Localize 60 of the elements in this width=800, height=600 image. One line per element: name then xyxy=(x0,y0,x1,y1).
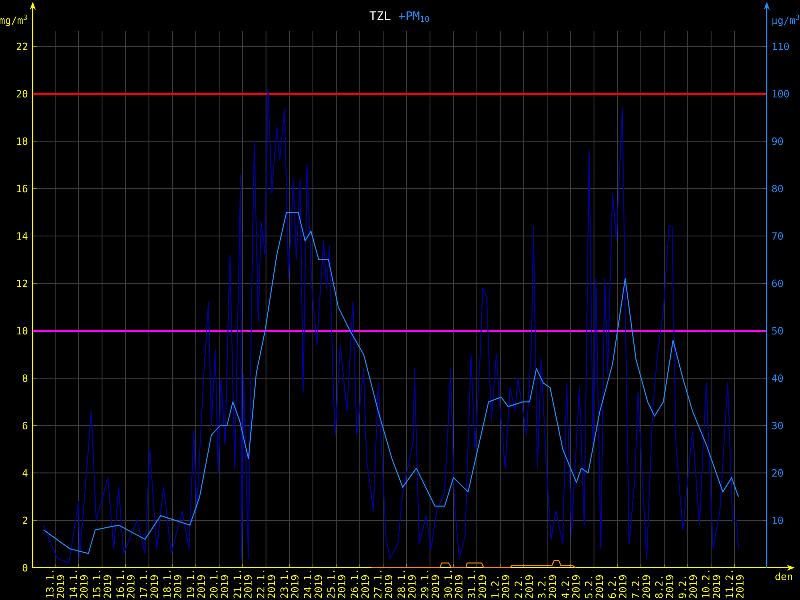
y-tick-label: 0 xyxy=(22,564,28,572)
x-tick-label: 27.1. 2019 xyxy=(374,571,393,598)
y-tick-label: 4 xyxy=(22,470,28,477)
y-tick-label: 18 xyxy=(17,138,28,146)
y2-tick-label: 110 xyxy=(772,42,790,50)
x-tick-label: 20.1. 2019 xyxy=(210,571,229,598)
text: +PM$_{10}$ xyxy=(398,12,430,22)
x-tick-label: 2.2. 2019 xyxy=(514,576,534,598)
y2-tick-label: 80 xyxy=(772,185,784,193)
y2-tick-label: 10 xyxy=(772,516,784,524)
y2-tick-label: 90 xyxy=(772,138,784,146)
x-tick-label: 28.1. 2019 xyxy=(398,571,416,598)
x-tick-label: 9.2. 2019 xyxy=(678,576,698,598)
y2-tick-label: 30 xyxy=(772,422,784,430)
line-series xyxy=(43,212,740,554)
y-tick-label: 2 xyxy=(23,516,28,524)
x-tick-label: 17.1. 2019 xyxy=(140,571,158,598)
chart-title: TZL xyxy=(370,12,391,20)
y-tick-label: 10 xyxy=(17,327,28,335)
x-tick-label: 11.2. 2019 xyxy=(726,571,744,598)
y-tick-label: 16 xyxy=(17,185,28,193)
x-tick-label: 24.1. 2019 xyxy=(304,571,322,598)
y2-tick-label: 70 xyxy=(772,232,784,240)
y2-axis-title: µg/m$^{3}$ xyxy=(772,14,800,26)
x-tick-label: 3.2. 2019 xyxy=(538,576,557,598)
x-tick-label: 22.1. 2019 xyxy=(257,571,276,598)
x-tick-label: 30.1. 2019 xyxy=(444,571,463,598)
y-tick-label: 6 xyxy=(22,422,28,430)
y-axis-title: mg/m$^{3}$ xyxy=(0,14,28,26)
x-tick-label: 10.2. 2019 xyxy=(702,571,720,598)
y2-tick-label: 60 xyxy=(772,280,784,288)
y2-tick-label: 50 xyxy=(772,327,784,335)
x-tick-label: 5.2. 2019 xyxy=(585,576,604,598)
x-tick-label: 29.1. 2019 xyxy=(421,571,440,598)
x-tick-label: 8.2. 2019 xyxy=(655,576,674,598)
x-tick-label: 21.1. 2019 xyxy=(234,571,252,598)
x-axis-title: den xyxy=(776,572,792,580)
x-tick-label: 7.2. 2019 xyxy=(632,576,650,598)
x-tick-label: 4.2. 2019 xyxy=(562,576,580,598)
x-tick-label: 18.1. 2019 xyxy=(163,571,182,598)
y-tick-label: 22 xyxy=(16,42,28,50)
y-tick-label: 20 xyxy=(16,90,28,98)
x-tick-label: 6.2. 2019 xyxy=(608,576,627,598)
y2-tick-label: 40 xyxy=(772,374,784,382)
x-tick-label: 15.1. 2019 xyxy=(93,571,112,598)
y-tick-label: 12 xyxy=(17,280,28,288)
line-series xyxy=(43,88,740,564)
y2-tick-label: 20 xyxy=(772,469,784,477)
y2-tick-label: 100 xyxy=(772,90,790,98)
x-tick-label: 16.1. 2019 xyxy=(116,571,135,598)
x-tick-label: 26.1. 2019 xyxy=(350,571,370,598)
x-tick-label: 14.1. 2019 xyxy=(70,571,88,598)
x-tick-label: 25.1. 2019 xyxy=(327,571,346,598)
x-tick-label: 23.1. 2019 xyxy=(280,571,299,598)
y-tick-label: 14 xyxy=(17,232,28,240)
x-tick-label: 31.1. 2019 xyxy=(468,571,486,598)
x-tick-label: 19.1. 2019 xyxy=(186,571,206,598)
x-tick-label: 13.1. 2019 xyxy=(46,571,65,598)
x-tick-label: 1.2. 2019 xyxy=(491,576,510,598)
y-tick-label: 8 xyxy=(22,374,28,382)
